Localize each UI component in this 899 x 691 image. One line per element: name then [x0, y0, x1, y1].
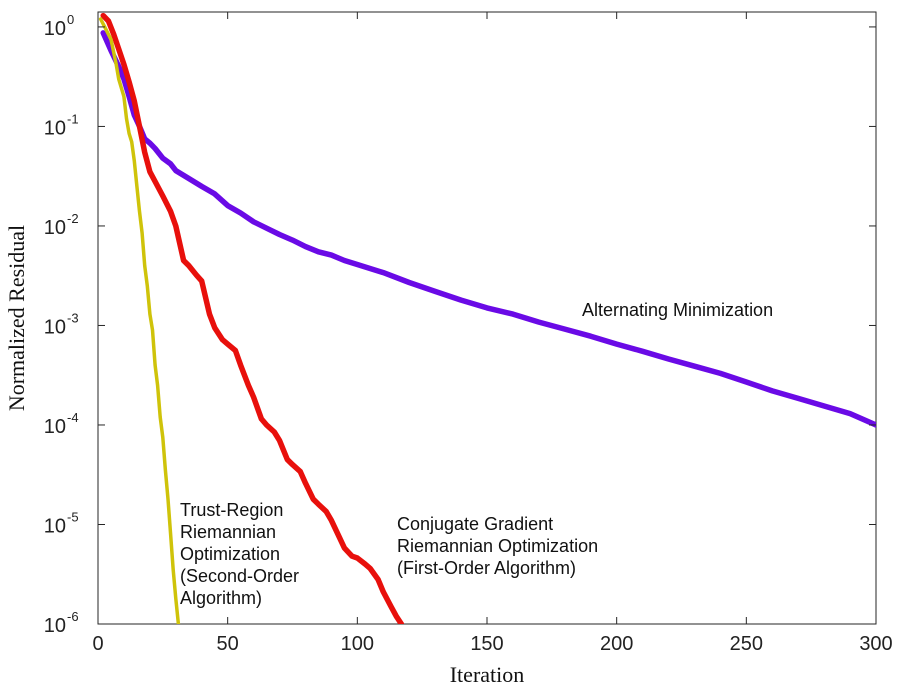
annotation-layer: Alternating Minimization Conjugate Gradie… [180, 300, 773, 608]
x-tick-label: 250 [730, 633, 763, 655]
y-tick-exponent: -6 [67, 609, 79, 624]
annotation-label: Optimization [180, 544, 280, 564]
x-axis-label: Iteration [450, 662, 525, 687]
x-tick-label: 200 [600, 633, 633, 655]
y-tick-exponent: -4 [67, 410, 79, 425]
annotation-label: Trust-Region [180, 500, 283, 520]
y-tick-exponent: -5 [67, 509, 79, 524]
x-tick-label: 50 [217, 633, 239, 655]
annotation-label: (Second-Order [180, 566, 299, 586]
annotation-label: Conjugate Gradient [397, 514, 553, 534]
series-line-1 [100, 12, 405, 624]
series-line-2 [98, 17, 181, 624]
x-tick-label: 300 [859, 633, 892, 655]
annotation-label: Riemannian [180, 522, 276, 542]
y-tick-exponent: -1 [67, 111, 79, 126]
y-tick-label: 10 [44, 515, 66, 537]
annotation-label: (First-Order Algorithm) [397, 558, 576, 578]
x-tick-label: 0 [92, 633, 103, 655]
series-line-0 [100, 30, 876, 428]
y-tick-exponent: -2 [67, 211, 79, 226]
x-tick-label: 100 [341, 633, 374, 655]
y-tick-label: 10 [44, 217, 66, 239]
y-tick-exponent: -3 [67, 310, 79, 325]
annotation-label: Alternating Minimization [582, 300, 773, 320]
x-tick-label: 150 [470, 633, 503, 655]
annotation-label: Riemannian Optimization [397, 536, 598, 556]
y-tick-label: 10 [44, 117, 66, 139]
y-tick-label: 10 [44, 18, 66, 40]
series-layer [98, 12, 876, 624]
y-tick-label: 10 [44, 615, 66, 637]
y-tick-label: 10 [44, 416, 66, 438]
annotation-label: Algorithm) [180, 588, 262, 608]
y-tick-label: 10 [44, 316, 66, 338]
y-axis-label: Normalized Residual [4, 225, 29, 411]
y-tick-exponent: 0 [67, 12, 74, 27]
